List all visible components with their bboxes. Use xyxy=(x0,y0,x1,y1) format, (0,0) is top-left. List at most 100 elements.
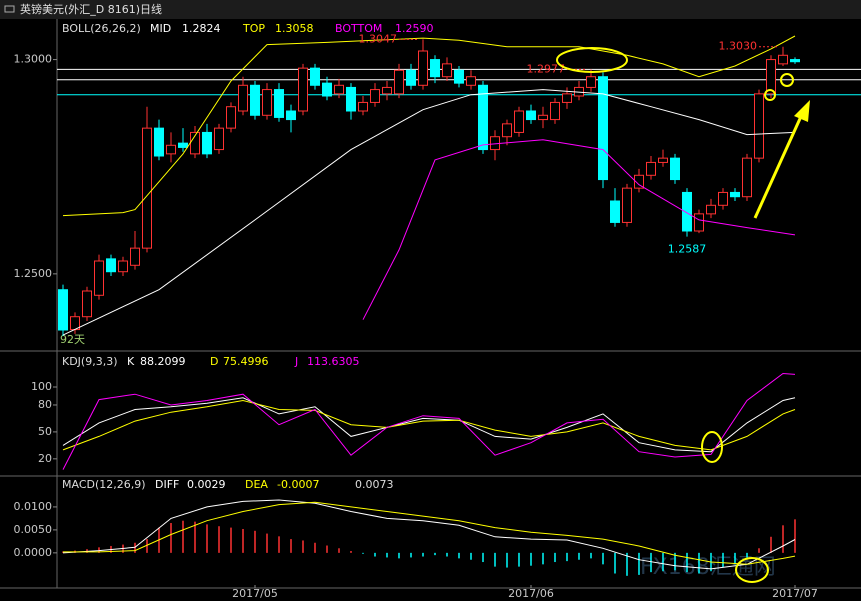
candle-body xyxy=(142,127,152,249)
candle-body xyxy=(94,260,104,296)
candle-body xyxy=(430,59,440,78)
x-tick-label: 2017/05 xyxy=(232,587,278,600)
candle-body xyxy=(394,69,404,95)
y-tick-label: 1.3000 xyxy=(14,53,53,66)
candle-body xyxy=(682,191,692,232)
candle-body xyxy=(610,200,620,223)
candle-body xyxy=(106,258,116,273)
legend-name: D xyxy=(210,355,218,368)
indicator-line xyxy=(62,499,796,570)
legend-value: 113.6305 xyxy=(307,355,360,368)
legend-name: K xyxy=(127,355,135,368)
legend-name: DEA xyxy=(245,478,268,491)
highlight-circle xyxy=(701,431,723,463)
highlight-circle xyxy=(764,89,776,101)
y-tick-label: 50 xyxy=(38,425,52,438)
legend-value: 1.3058 xyxy=(275,22,314,35)
candle-body xyxy=(382,86,392,95)
y-tick-label: 20 xyxy=(38,452,52,465)
candle-body xyxy=(454,69,464,84)
candle-body xyxy=(622,187,632,223)
candle-body xyxy=(310,67,320,86)
chart-title: 英镑美元(外汇_D 8161)日线 xyxy=(20,2,162,16)
indicator-line xyxy=(62,399,796,451)
candle-body xyxy=(598,76,608,181)
candle-body xyxy=(502,123,512,138)
candle-body xyxy=(514,110,524,133)
y-tick-label: 100 xyxy=(31,380,52,393)
legend-value: 1.2824 xyxy=(182,22,221,35)
candle-body xyxy=(286,110,296,121)
candle-body xyxy=(742,157,752,198)
note: 92天 xyxy=(60,333,85,346)
candle-body xyxy=(562,93,572,103)
candle-body xyxy=(526,110,536,121)
candle-body xyxy=(466,76,476,86)
candle-body xyxy=(706,204,716,215)
candle-body xyxy=(670,157,680,181)
legend-name: TOP xyxy=(242,22,265,35)
candle-body xyxy=(214,127,224,151)
highlight-ellipse xyxy=(556,47,628,73)
arrow-head xyxy=(794,100,810,122)
candle-body xyxy=(658,157,668,163)
candle-body xyxy=(586,76,596,88)
y-tick-label: 0.0000 xyxy=(14,546,53,559)
indicator-line xyxy=(62,35,796,217)
annotation-shapes xyxy=(556,47,810,583)
y-tick-label: 1.2500 xyxy=(14,267,53,280)
indicator-label: MACD(12,26,9) xyxy=(62,478,146,491)
price-annotation: 1.3047 xyxy=(359,32,398,45)
candle-body xyxy=(262,89,272,116)
candle-body xyxy=(58,289,68,331)
legend-name: MID xyxy=(150,22,171,35)
price-annotation: 1.3030 xyxy=(719,40,758,53)
indicator-label: BOLL(26,26,2) xyxy=(62,22,141,35)
y-tick-label: 0.0050 xyxy=(14,523,53,536)
candle-body xyxy=(730,191,740,198)
indicator-line xyxy=(62,397,796,453)
candle-body xyxy=(442,63,452,78)
candle-body xyxy=(274,89,284,118)
legend-value: -0.0007 xyxy=(277,478,319,491)
candle-body xyxy=(226,106,236,129)
candle-body xyxy=(694,213,704,232)
legend-value: 88.2099 xyxy=(140,355,186,368)
legend-name: DIFF xyxy=(155,478,179,491)
candle-body xyxy=(634,174,644,189)
candle-body xyxy=(478,84,488,151)
price-annotation: 1.2587 xyxy=(668,243,707,256)
candle-body xyxy=(754,93,764,159)
indicator-label: KDJ(9,3,3) xyxy=(62,355,118,368)
candle-body xyxy=(166,144,176,155)
highlight-circle xyxy=(780,73,794,87)
candle-body xyxy=(778,54,788,65)
candle-body xyxy=(130,247,140,266)
indicator-line xyxy=(362,139,796,320)
legend-name: BOTTOM xyxy=(335,22,382,35)
legend-value: 75.4996 xyxy=(223,355,269,368)
indicator-line xyxy=(63,501,796,565)
candle-body xyxy=(790,59,800,63)
candle-body xyxy=(370,89,380,103)
candle-body xyxy=(418,50,428,86)
legend-value: 0.0029 xyxy=(187,478,226,491)
indicator-line xyxy=(62,372,796,470)
candle-body xyxy=(238,84,248,112)
indicator-line xyxy=(62,89,796,336)
candle-body xyxy=(298,67,308,112)
x-tick-label: 2017/06 xyxy=(508,587,554,600)
candle-body xyxy=(346,86,356,112)
window-icon xyxy=(4,5,15,13)
candle-body xyxy=(322,82,332,97)
price-annotation: 1.2977 xyxy=(527,62,566,75)
title-bar xyxy=(0,0,861,19)
candle-body xyxy=(334,84,344,95)
candle-body xyxy=(766,59,776,95)
candle-body xyxy=(82,290,92,318)
candle-body xyxy=(646,161,656,176)
candle-body xyxy=(118,260,128,273)
